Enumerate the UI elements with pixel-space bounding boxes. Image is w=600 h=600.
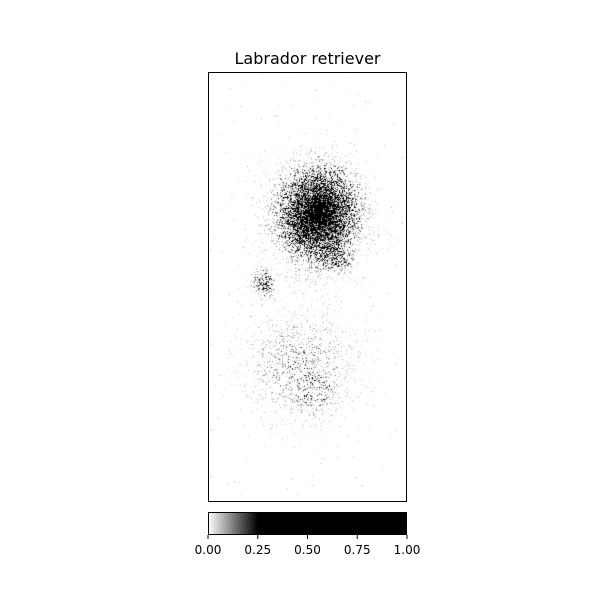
colorbar-tick-label: 0.00 bbox=[195, 543, 222, 557]
colorbar-tick-label: 1.00 bbox=[394, 543, 421, 557]
colorbar-tick-label: 0.75 bbox=[344, 543, 371, 557]
heatmap-axes bbox=[208, 72, 407, 502]
colorbar-tick-label: 0.50 bbox=[294, 543, 321, 557]
colorbar-gradient bbox=[208, 512, 407, 535]
colorbar-frame bbox=[208, 512, 407, 535]
colorbar-tick-label: 0.25 bbox=[244, 543, 271, 557]
colorbar: 0.00 0.25 0.50 0.75 1.00 bbox=[195, 512, 421, 557]
heatmap-image bbox=[208, 72, 407, 502]
heatmap-image-holder bbox=[208, 72, 407, 502]
colorbar-ticks: 0.00 0.25 0.50 0.75 1.00 bbox=[195, 535, 421, 557]
chart-title: Labrador retriever bbox=[235, 49, 381, 68]
heatmap-frame bbox=[208, 72, 407, 502]
